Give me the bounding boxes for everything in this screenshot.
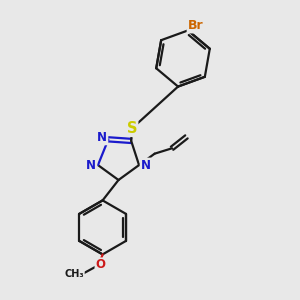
Text: Br: Br	[188, 20, 203, 32]
Text: N: N	[141, 159, 151, 172]
Text: CH₃: CH₃	[64, 269, 84, 279]
Text: O: O	[95, 258, 106, 272]
Text: S: S	[127, 121, 137, 136]
Text: N: N	[98, 131, 107, 144]
Text: N: N	[86, 159, 96, 172]
